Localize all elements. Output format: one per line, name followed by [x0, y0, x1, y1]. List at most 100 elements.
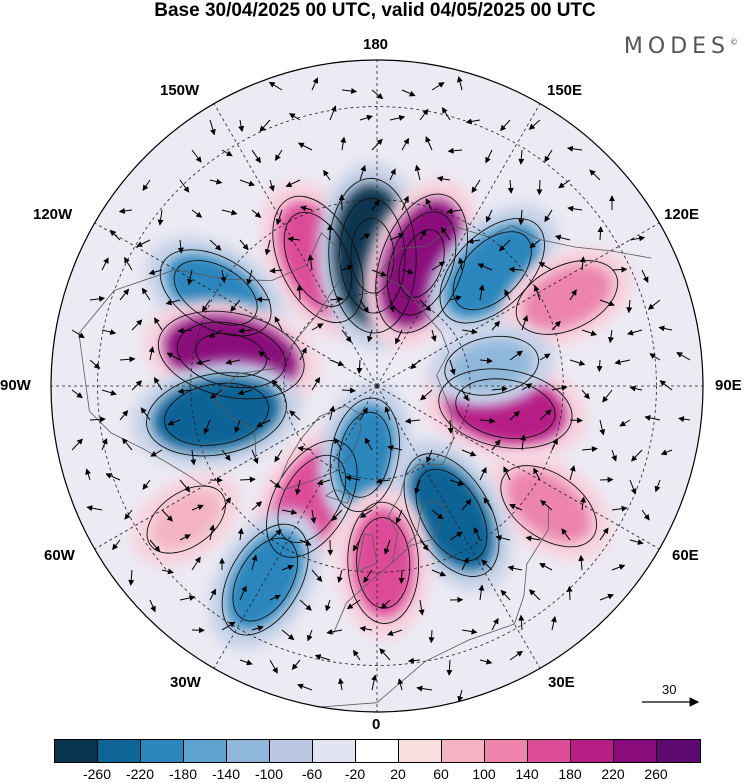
lon-label-90w: 90W: [0, 377, 31, 394]
wind-vector: [607, 329, 614, 344]
wind-vector: [166, 352, 181, 361]
wind-vector: [316, 479, 331, 486]
wind-vector: [167, 419, 181, 426]
wind-vector: [375, 478, 391, 485]
wind-vector: [419, 299, 432, 312]
wind-vector: [599, 476, 614, 483]
wind-vector: [371, 138, 383, 151]
wind-vector: [101, 389, 117, 396]
wind-vector: [179, 479, 191, 493]
wind-vector: [359, 114, 373, 121]
wind-vector: [220, 269, 227, 284]
wind-vector: [457, 257, 464, 271]
wind-vector: [268, 179, 275, 192]
meridian-line: [376, 222, 660, 387]
wind-vector: [659, 380, 673, 391]
colorbar-tick-label: -260: [82, 766, 112, 782]
wind-vector: [419, 229, 427, 241]
wind-vector: [209, 119, 216, 136]
wind-vector: [341, 265, 354, 271]
wind-vector: [259, 119, 271, 132]
lon-label-180: 180: [363, 36, 389, 53]
wind-vector: [359, 509, 373, 518]
wind-vector: [401, 137, 409, 151]
wind-vector: [431, 569, 447, 577]
wind-vector: [121, 437, 133, 451]
wind-vector: [495, 534, 511, 541]
wind-vector: [337, 569, 343, 583]
wind-vector: [461, 628, 478, 635]
wind-vector: [119, 288, 130, 301]
wind-vector: [141, 287, 151, 301]
contour-line: [375, 193, 468, 334]
contour-group: [515, 260, 619, 335]
wind-vector: [478, 584, 485, 601]
wind-vector: [251, 209, 262, 218]
wind-vector: [71, 438, 83, 451]
wind-vector: [311, 77, 319, 91]
wind-vector: [124, 509, 133, 520]
wind-vector: [340, 136, 347, 151]
wind-vector: [569, 417, 583, 424]
contour-line: [444, 335, 539, 396]
wind-vector: [611, 266, 628, 273]
wind-vector: [177, 239, 184, 254]
wind-vector: [518, 209, 525, 226]
wind-vector: [150, 449, 163, 457]
colorbar-tick-label: 180: [558, 766, 582, 782]
wind-vector: [528, 119, 541, 130]
wind-vector: [581, 329, 598, 336]
wind-vector: [221, 496, 231, 511]
wind-vector: [504, 289, 511, 301]
wind-vector: [246, 269, 253, 286]
wind-vector: [449, 479, 465, 486]
wind-vector: [165, 299, 181, 306]
contour-group: [444, 335, 539, 396]
colorbar-swatch: [571, 740, 614, 762]
wind-vector: [436, 175, 451, 182]
wind-vector: [89, 416, 106, 423]
colorbar-tick-label: 220: [601, 766, 625, 782]
wind-vector: [410, 359, 421, 370]
wind-vector: [239, 476, 256, 483]
wind-vector: [310, 509, 317, 524]
wind-vector: [654, 479, 661, 493]
wind-vector: [153, 377, 163, 391]
lon-label-90e: 90E: [715, 377, 742, 394]
wind-vector: [329, 359, 345, 367]
wind-vector: [425, 198, 433, 211]
wind-vector: [271, 379, 283, 391]
wind-vector: [112, 539, 121, 551]
wind-vector: [297, 142, 313, 151]
colorbar-tick-label: -100: [254, 766, 284, 782]
wind-vector: [101, 257, 109, 271]
wind-vector: [209, 588, 217, 601]
colorbar-swatch: [141, 740, 184, 762]
wind-vector: [234, 419, 241, 434]
wind-vector: [299, 599, 312, 611]
wind-vector: [407, 657, 421, 664]
anomaly-center: [500, 247, 634, 348]
anomaly-core: [521, 264, 613, 330]
wind-vector: [274, 449, 283, 463]
wind-vector: [131, 380, 143, 391]
wind-vector: [629, 385, 643, 392]
wind-vector: [333, 437, 343, 451]
coastline: [320, 506, 550, 708]
wind-vector: [430, 329, 437, 342]
wind-vector: [295, 479, 301, 496]
contour-group: [146, 372, 287, 457]
wind-vector: [467, 238, 481, 245]
wind-vector: [161, 568, 174, 575]
wind-vector: [237, 527, 244, 541]
wind-vector: [629, 539, 644, 545]
meridian-line: [376, 385, 660, 550]
wind-vector: [647, 299, 661, 310]
wind-vector: [311, 323, 324, 331]
wind-vector: [140, 407, 151, 421]
contour-group: [328, 177, 417, 334]
wind-vector: [550, 616, 557, 631]
wind-vector: [397, 678, 404, 691]
wind-vector: [649, 353, 661, 361]
colorbar-tick-label: -60: [301, 766, 323, 782]
